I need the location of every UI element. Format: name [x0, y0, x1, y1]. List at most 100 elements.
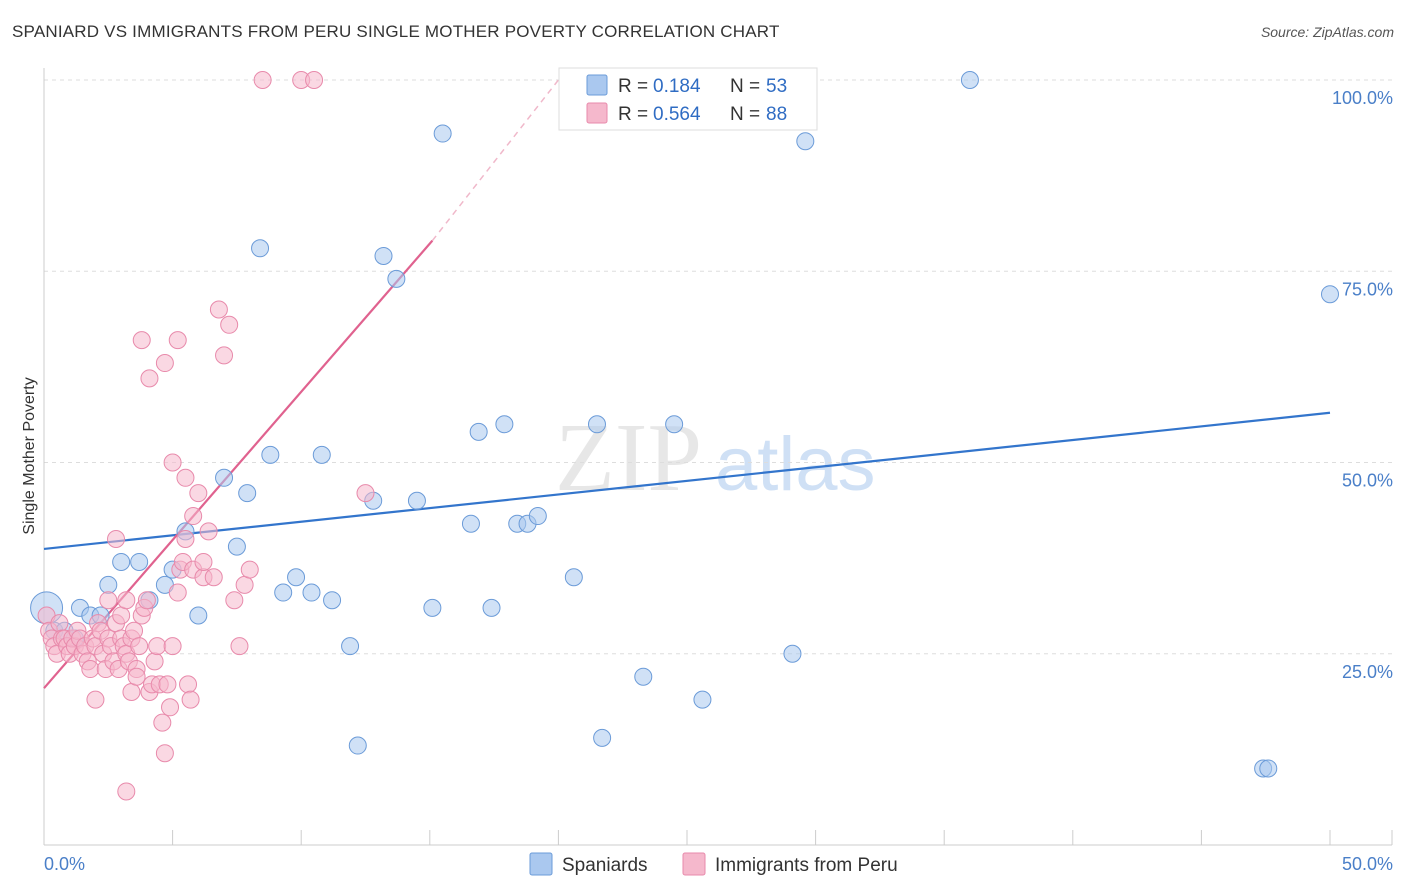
legend-r-label-1: R =: [618, 76, 648, 97]
peru-point: [235, 575, 254, 594]
peru-point: [215, 346, 234, 365]
peru-point: [158, 675, 177, 694]
spaniards-point: [374, 246, 393, 265]
peru-point: [189, 484, 208, 503]
spaniards-point: [112, 552, 131, 571]
peru-point: [181, 690, 200, 709]
peru-point: [199, 522, 218, 541]
y-tick-label: 25.0%: [1342, 662, 1393, 682]
peru-point: [99, 591, 118, 610]
spaniards-point: [960, 71, 979, 89]
peru-point: [225, 591, 244, 610]
spaniards-point: [796, 132, 815, 151]
spaniards-point: [783, 644, 802, 663]
peru-point: [220, 315, 239, 334]
data-points: [30, 71, 1339, 801]
spaniards-point: [495, 415, 514, 434]
peru-point: [153, 713, 172, 732]
peru-point: [117, 782, 136, 801]
peru-point: [161, 698, 180, 717]
peru-point: [145, 652, 164, 671]
peru-point: [163, 453, 182, 472]
legend-r-value-2: 0.564: [653, 104, 701, 125]
peru-point: [204, 568, 223, 587]
legend-r-value-1: 0.184: [653, 76, 701, 97]
peru-point: [117, 591, 136, 610]
peru-point: [163, 637, 182, 656]
peru-trend-extension: [431, 79, 559, 242]
spaniards-point: [665, 415, 684, 434]
peru-point: [155, 354, 174, 373]
peru-point: [155, 744, 174, 763]
source-label: Source: ZipAtlas.com: [1260, 24, 1394, 40]
peru-point: [122, 683, 141, 701]
legend-n-value-1: 53: [766, 76, 787, 97]
peru-point: [50, 614, 69, 633]
peru-point: [179, 675, 198, 694]
spaniards-point: [323, 591, 342, 610]
spaniards-point: [387, 269, 406, 288]
legend-swatch-spaniards: [586, 74, 608, 96]
spaniards-point: [461, 514, 480, 533]
x-tick-label: 0.0%: [44, 854, 85, 874]
spaniards-point: [312, 445, 331, 464]
peru-point: [209, 300, 228, 319]
peru-point: [81, 660, 100, 679]
spaniards-point: [433, 124, 452, 143]
spaniards-point: [1321, 285, 1339, 304]
peru-point: [168, 331, 187, 350]
spaniards-point: [587, 415, 606, 434]
spaniards-point: [238, 484, 257, 503]
legend-r-label-2: R =: [618, 104, 648, 125]
spaniards-point: [469, 422, 488, 441]
spaniards-point: [287, 568, 306, 587]
spaniards-point: [302, 583, 321, 602]
spaniards-point: [1259, 759, 1278, 778]
spaniards-point: [482, 598, 501, 617]
y-axis-label: Single Mother Poverty: [21, 377, 38, 534]
spaniards-point: [341, 637, 360, 656]
legend-n-label-1: N =: [730, 76, 760, 97]
peru-point: [107, 530, 126, 548]
peru-point: [176, 468, 195, 487]
peru-point: [137, 591, 156, 610]
y-tick-label: 75.0%: [1342, 279, 1393, 299]
spaniards-point: [407, 491, 426, 510]
spaniards-point: [261, 445, 280, 464]
chart-title: SPANIARD VS IMMIGRANTS FROM PERU SINGLE …: [12, 22, 780, 41]
bottom-legend-swatch-peru: [682, 852, 706, 876]
peru-point: [112, 606, 131, 625]
peru-point: [86, 690, 105, 709]
bottom-legend-swatch-spaniards: [529, 852, 553, 876]
peru-point: [148, 637, 167, 656]
spaniards-point: [130, 552, 149, 571]
bottom-legend-label-spaniards: Spaniards: [562, 855, 648, 876]
series-legend: Spaniards Immigrants from Peru: [529, 852, 898, 876]
peru-point: [194, 552, 213, 571]
spaniards-point: [423, 598, 442, 617]
peru-point: [127, 667, 146, 686]
peru-point: [132, 331, 151, 350]
correlation-legend: R = 0.184 N = 53 R = 0.564 N = 88: [558, 67, 818, 131]
spaniards-point: [634, 667, 653, 686]
bottom-legend-label-peru: Immigrants from Peru: [715, 855, 898, 876]
peru-point: [230, 637, 249, 656]
spaniards-point: [189, 606, 208, 625]
spaniards-point: [227, 537, 246, 556]
y-tick-label: 100.0%: [1332, 88, 1393, 108]
axes: 25.0% 50.0% 75.0% 100.0% 0.0% 50.0%: [43, 68, 1393, 874]
spaniards-point: [564, 568, 583, 587]
spaniards-point: [593, 728, 612, 747]
peru-point: [253, 71, 272, 89]
peru-point: [184, 507, 203, 526]
peru-point: [125, 621, 144, 640]
spaniards-point: [693, 690, 712, 709]
peru-point: [356, 484, 375, 503]
y-tick-label: 50.0%: [1342, 471, 1393, 491]
peru-point: [168, 583, 187, 602]
x-tick-label: 50.0%: [1342, 854, 1393, 874]
peru-point: [305, 71, 324, 89]
spaniards-point: [348, 736, 367, 755]
spaniards-point: [274, 583, 293, 602]
